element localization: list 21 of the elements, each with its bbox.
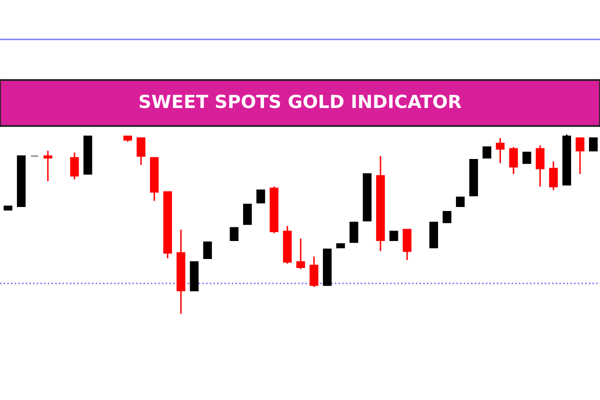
candlestick: [442, 210, 452, 224]
candlestick: [310, 256, 318, 288]
candlestick: [70, 152, 79, 180]
candlestick: [509, 146, 518, 175]
candlestick: [243, 204, 252, 225]
candlestick: [296, 238, 306, 270]
candlestick: [230, 227, 238, 242]
chart-title: SWEET SPOTS GOLD INDICATOR: [140, 94, 462, 108]
candlestick: [482, 146, 492, 159]
candlestick: [496, 137, 505, 164]
candlestick: [350, 222, 358, 243]
candlestick: [536, 144, 544, 188]
candlestick: [136, 137, 146, 166]
candlestick: [588, 137, 598, 152]
candlestick: [549, 160, 558, 191]
candlestick: [203, 241, 212, 259]
candlestick: [576, 137, 584, 175]
candlestick: [402, 228, 412, 261]
candlestick: [44, 150, 52, 182]
candlestick: [256, 189, 266, 204]
candlestick: [522, 152, 532, 164]
